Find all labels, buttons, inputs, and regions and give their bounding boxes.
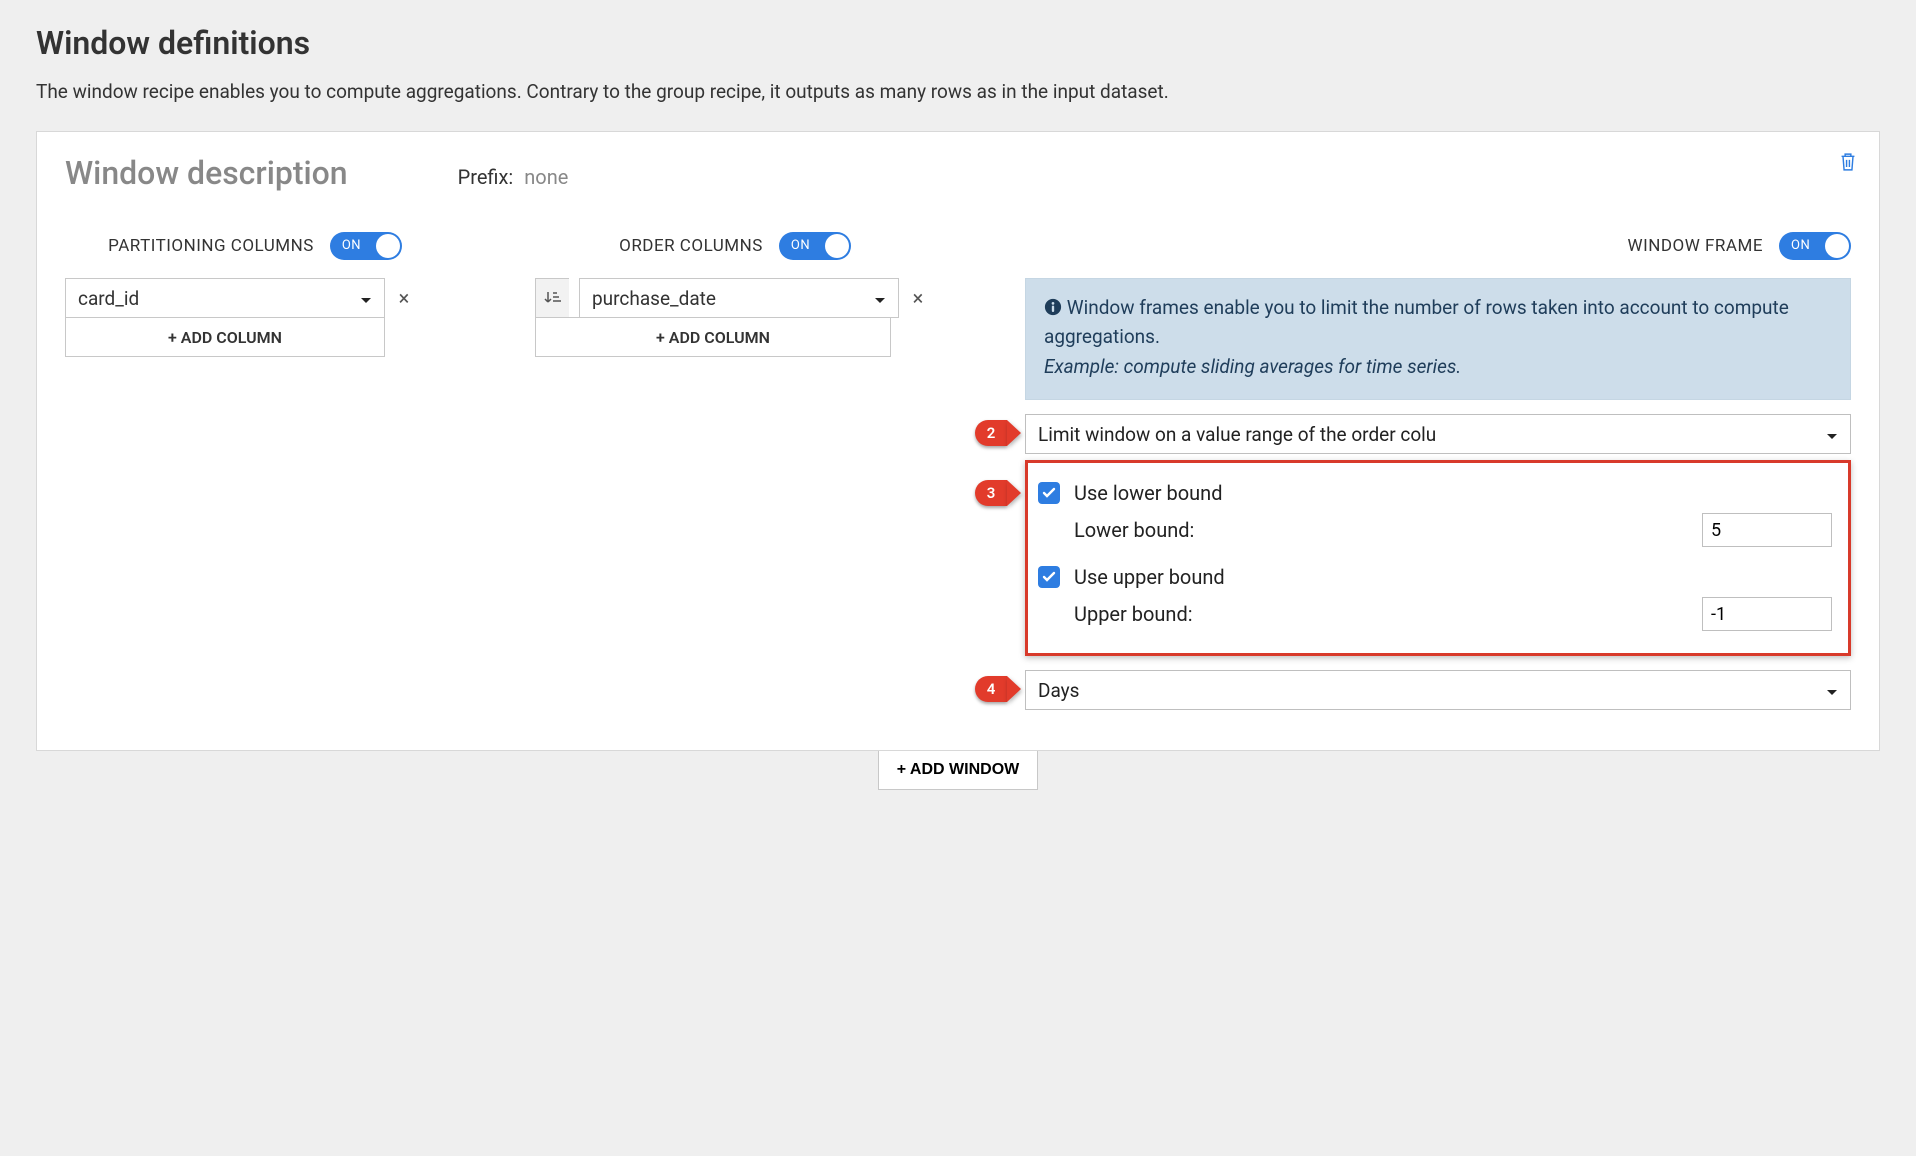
window-panel: Window description Prefix: none PARTITIO… [36,131,1880,751]
toggle-on-text: ON [342,232,361,260]
callout-2: 2 [975,420,1007,446]
partition-column-value: card_id [78,287,139,310]
callout-pointer [1007,420,1021,446]
sort-direction-button[interactable] [535,278,569,318]
frame-label: WINDOW FRAME [1628,236,1763,256]
sort-asc-icon [544,290,562,306]
lower-bound-input[interactable] [1702,513,1832,547]
toggle-knob [376,234,400,258]
partition-add-column-button[interactable]: + ADD COLUMN [65,317,385,357]
page-description: The window recipe enables you to compute… [36,80,1880,103]
frame-limit-select[interactable]: Limit window on a value range of the ord… [1025,414,1851,454]
lower-bound-label: Lower bound: [1074,518,1194,542]
add-window-button[interactable]: + ADD WINDOW [878,750,1039,790]
callout-3: 3 [975,480,1007,506]
use-lower-bound-label: Use lower bound [1074,481,1223,505]
check-icon [1042,486,1056,500]
caret-down-icon [1818,423,1838,446]
partition-column-select[interactable]: card_id [65,278,385,318]
add-column-label: + ADD COLUMN [168,328,282,347]
caret-down-icon [360,287,372,310]
check-icon [1042,570,1056,584]
toggle-knob [825,234,849,258]
partition-toggle[interactable]: ON [330,232,402,260]
panel-title: Window description [65,154,348,192]
order-toggle[interactable]: ON [779,232,851,260]
frame-info-example: Example: compute sliding averages for ti… [1044,352,1832,381]
partition-remove-button[interactable]: × [395,286,413,310]
order-label: ORDER COLUMNS [619,236,763,256]
toggle-on-text: ON [1791,232,1810,260]
frame-info-text: Window frames enable you to limit the nu… [1044,296,1789,348]
caret-down-icon [874,287,886,310]
prefix-label: Prefix: [458,165,514,189]
toggle-knob [1825,234,1849,258]
callout-4: 4 [975,676,1007,702]
prefix-value: none [524,165,568,189]
prefix-label-row: Prefix: none [458,165,569,189]
use-lower-bound-checkbox[interactable] [1038,482,1060,504]
frame-unit-select[interactable]: Days [1025,670,1851,710]
frame-toggle[interactable]: ON [1779,232,1851,260]
info-icon [1044,298,1062,316]
bounds-box: Use lower bound Lower bound: Use upper b… [1025,460,1851,656]
order-column-select[interactable]: purchase_date [579,278,899,318]
trash-icon [1839,152,1857,172]
upper-bound-label: Upper bound: [1074,602,1193,626]
order-column-value: purchase_date [592,287,716,310]
callout-pointer [1007,480,1021,506]
frame-limit-value: Limit window on a value range of the ord… [1038,423,1818,446]
upper-bound-input[interactable] [1702,597,1832,631]
partition-label: PARTITIONING COLUMNS [108,236,314,256]
callout-pointer [1007,676,1021,702]
frame-unit-value: Days [1038,679,1079,702]
delete-window-button[interactable] [1839,152,1857,176]
add-column-label: + ADD COLUMN [656,328,770,347]
order-add-column-button[interactable]: + ADD COLUMN [535,317,891,357]
use-upper-bound-checkbox[interactable] [1038,566,1060,588]
page-title: Window definitions [36,24,1880,62]
frame-info-box: Window frames enable you to limit the nu… [1025,278,1851,400]
order-remove-button[interactable]: × [909,286,927,310]
toggle-on-text: ON [791,232,810,260]
use-upper-bound-label: Use upper bound [1074,565,1225,589]
caret-down-icon [1818,679,1838,702]
